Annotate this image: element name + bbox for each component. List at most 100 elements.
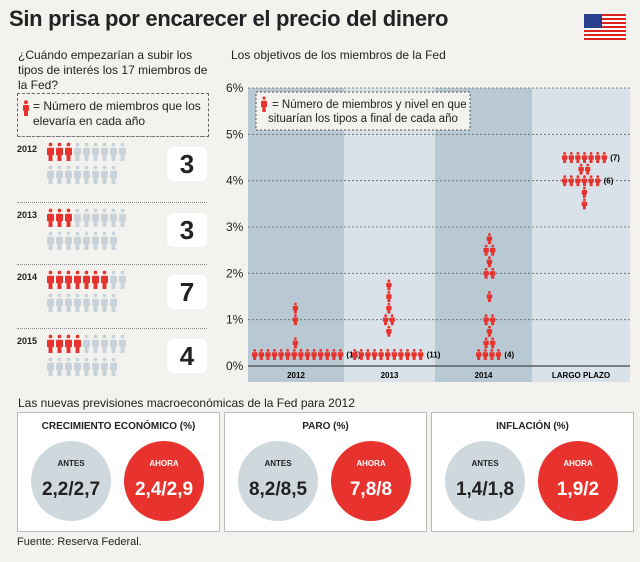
category-label: 2014 bbox=[475, 371, 493, 380]
fed-member-dot bbox=[578, 163, 584, 175]
after-value: 2,4/2,9 bbox=[134, 479, 194, 500]
after-value: 1,9/2 bbox=[556, 479, 600, 500]
fed-member-dot bbox=[391, 348, 397, 360]
before-value: 2,2/2,7 bbox=[41, 479, 101, 500]
fed-member-dot bbox=[562, 152, 568, 163]
y-tick-label: 0% bbox=[226, 359, 244, 373]
after-label: AHORA bbox=[356, 459, 386, 468]
member-icon bbox=[65, 293, 72, 312]
fed-member-dot bbox=[285, 348, 291, 360]
fed-member-dot bbox=[483, 337, 489, 349]
source-note: Fuente: Reserva Federal. bbox=[17, 536, 142, 548]
member-pictogram bbox=[47, 334, 126, 376]
member-legend: = Número de miembros que los elevaría en… bbox=[17, 93, 209, 137]
member-icon bbox=[119, 208, 126, 227]
member-icon bbox=[83, 293, 90, 312]
fed-member-dot bbox=[585, 163, 591, 175]
member-icon bbox=[83, 357, 90, 376]
member-icon-highlighted bbox=[92, 270, 99, 289]
fed-member-dot bbox=[398, 348, 404, 360]
member-icon bbox=[101, 231, 108, 250]
member-pictogram bbox=[47, 208, 126, 250]
after-value: 7,8/8 bbox=[349, 479, 393, 500]
before-circle: ANTES 1,4/1,8 bbox=[445, 441, 525, 521]
member-icon-highlighted bbox=[74, 270, 81, 289]
row-count: 4 bbox=[167, 339, 207, 373]
after-circle: AHORA 7,8/8 bbox=[331, 441, 411, 521]
dot-legend: = Número de miembros y nivel en que situa… bbox=[255, 91, 471, 131]
y-tick-label: 5% bbox=[226, 127, 244, 141]
fed-member-dot bbox=[385, 348, 391, 360]
fed-member-dot bbox=[476, 348, 482, 360]
fed-member-dot bbox=[337, 348, 344, 360]
fed-member-dot bbox=[386, 302, 392, 314]
fed-member-dot bbox=[486, 233, 493, 245]
member-icon bbox=[119, 334, 126, 353]
fed-member-dot bbox=[495, 348, 502, 360]
fed-member-dot bbox=[483, 314, 489, 326]
member-icon bbox=[74, 165, 81, 184]
member-icon bbox=[83, 334, 90, 353]
person-icon bbox=[261, 96, 267, 112]
member-icon-highlighted bbox=[47, 334, 54, 353]
dot-legend-text: situarían los tipos a final de cada año bbox=[268, 113, 458, 125]
member-icon-highlighted bbox=[101, 270, 108, 289]
member-pictogram bbox=[47, 270, 126, 312]
fed-member-dot bbox=[490, 314, 496, 326]
member-icon-highlighted bbox=[47, 142, 54, 161]
fed-member-dot bbox=[252, 348, 258, 360]
member-icon bbox=[83, 165, 90, 184]
fed-member-dot bbox=[292, 314, 299, 326]
member-icon bbox=[92, 208, 99, 227]
member-icon bbox=[110, 208, 117, 227]
member-icon bbox=[92, 293, 99, 312]
member-icon bbox=[110, 142, 117, 161]
before-label: ANTES bbox=[264, 459, 292, 468]
member-icon bbox=[110, 293, 117, 312]
member-icon bbox=[110, 334, 117, 353]
member-pictogram bbox=[47, 142, 126, 184]
forecast-panel-unemployment: PARO (%) ANTES 8,2/8,5 AHORA 7,8/8 bbox=[224, 412, 427, 532]
member-icon bbox=[56, 231, 63, 250]
fed-member-dot bbox=[271, 348, 278, 360]
member-icon bbox=[74, 231, 81, 250]
fed-member-dot bbox=[311, 348, 317, 360]
fed-member-dot bbox=[298, 348, 304, 360]
fed-member-dot bbox=[324, 348, 330, 360]
fed-member-dot bbox=[581, 198, 588, 210]
member-legend-text: = Número de miembros que los elevaría en… bbox=[33, 99, 201, 128]
member-icon-highlighted bbox=[56, 334, 63, 353]
fed-member-dot bbox=[382, 314, 389, 326]
member-icon-highlighted bbox=[65, 142, 72, 161]
row-separator bbox=[17, 136, 207, 138]
fed-member-dot bbox=[404, 348, 411, 360]
fed-member-dot bbox=[588, 152, 594, 163]
member-icon bbox=[74, 293, 81, 312]
member-icon bbox=[65, 357, 72, 376]
fed-member-dot bbox=[595, 152, 601, 163]
fed-member-dot bbox=[483, 267, 489, 279]
fed-member-dot bbox=[595, 175, 601, 187]
fed-member-dot bbox=[265, 348, 271, 360]
member-icon bbox=[110, 357, 117, 376]
member-icon bbox=[74, 208, 81, 227]
member-icon-highlighted bbox=[56, 208, 63, 227]
fed-member-dot bbox=[575, 152, 581, 163]
member-icon bbox=[101, 142, 108, 161]
member-icon-highlighted bbox=[74, 334, 81, 353]
row-year-label: 2013 bbox=[17, 210, 38, 220]
fed-member-dot bbox=[575, 175, 581, 187]
fed-member-dot bbox=[386, 291, 392, 302]
y-tick-label: 4% bbox=[226, 174, 244, 188]
fed-member-dot bbox=[318, 348, 324, 360]
fed-member-dot bbox=[278, 348, 284, 360]
forecast-panel-growth: CRECIMIENTO ECONÓMICO (%) ANTES 2,2/2,7 … bbox=[17, 412, 220, 532]
row-year-label: 2015 bbox=[17, 336, 38, 346]
fed-member-dot bbox=[304, 348, 311, 360]
member-icon bbox=[74, 357, 81, 376]
member-icon-highlighted bbox=[56, 270, 63, 289]
before-circle: ANTES 2,2/2,7 bbox=[31, 441, 111, 521]
y-tick-label: 6% bbox=[226, 81, 244, 95]
fed-member-dot bbox=[562, 175, 568, 187]
category-band bbox=[435, 88, 532, 382]
